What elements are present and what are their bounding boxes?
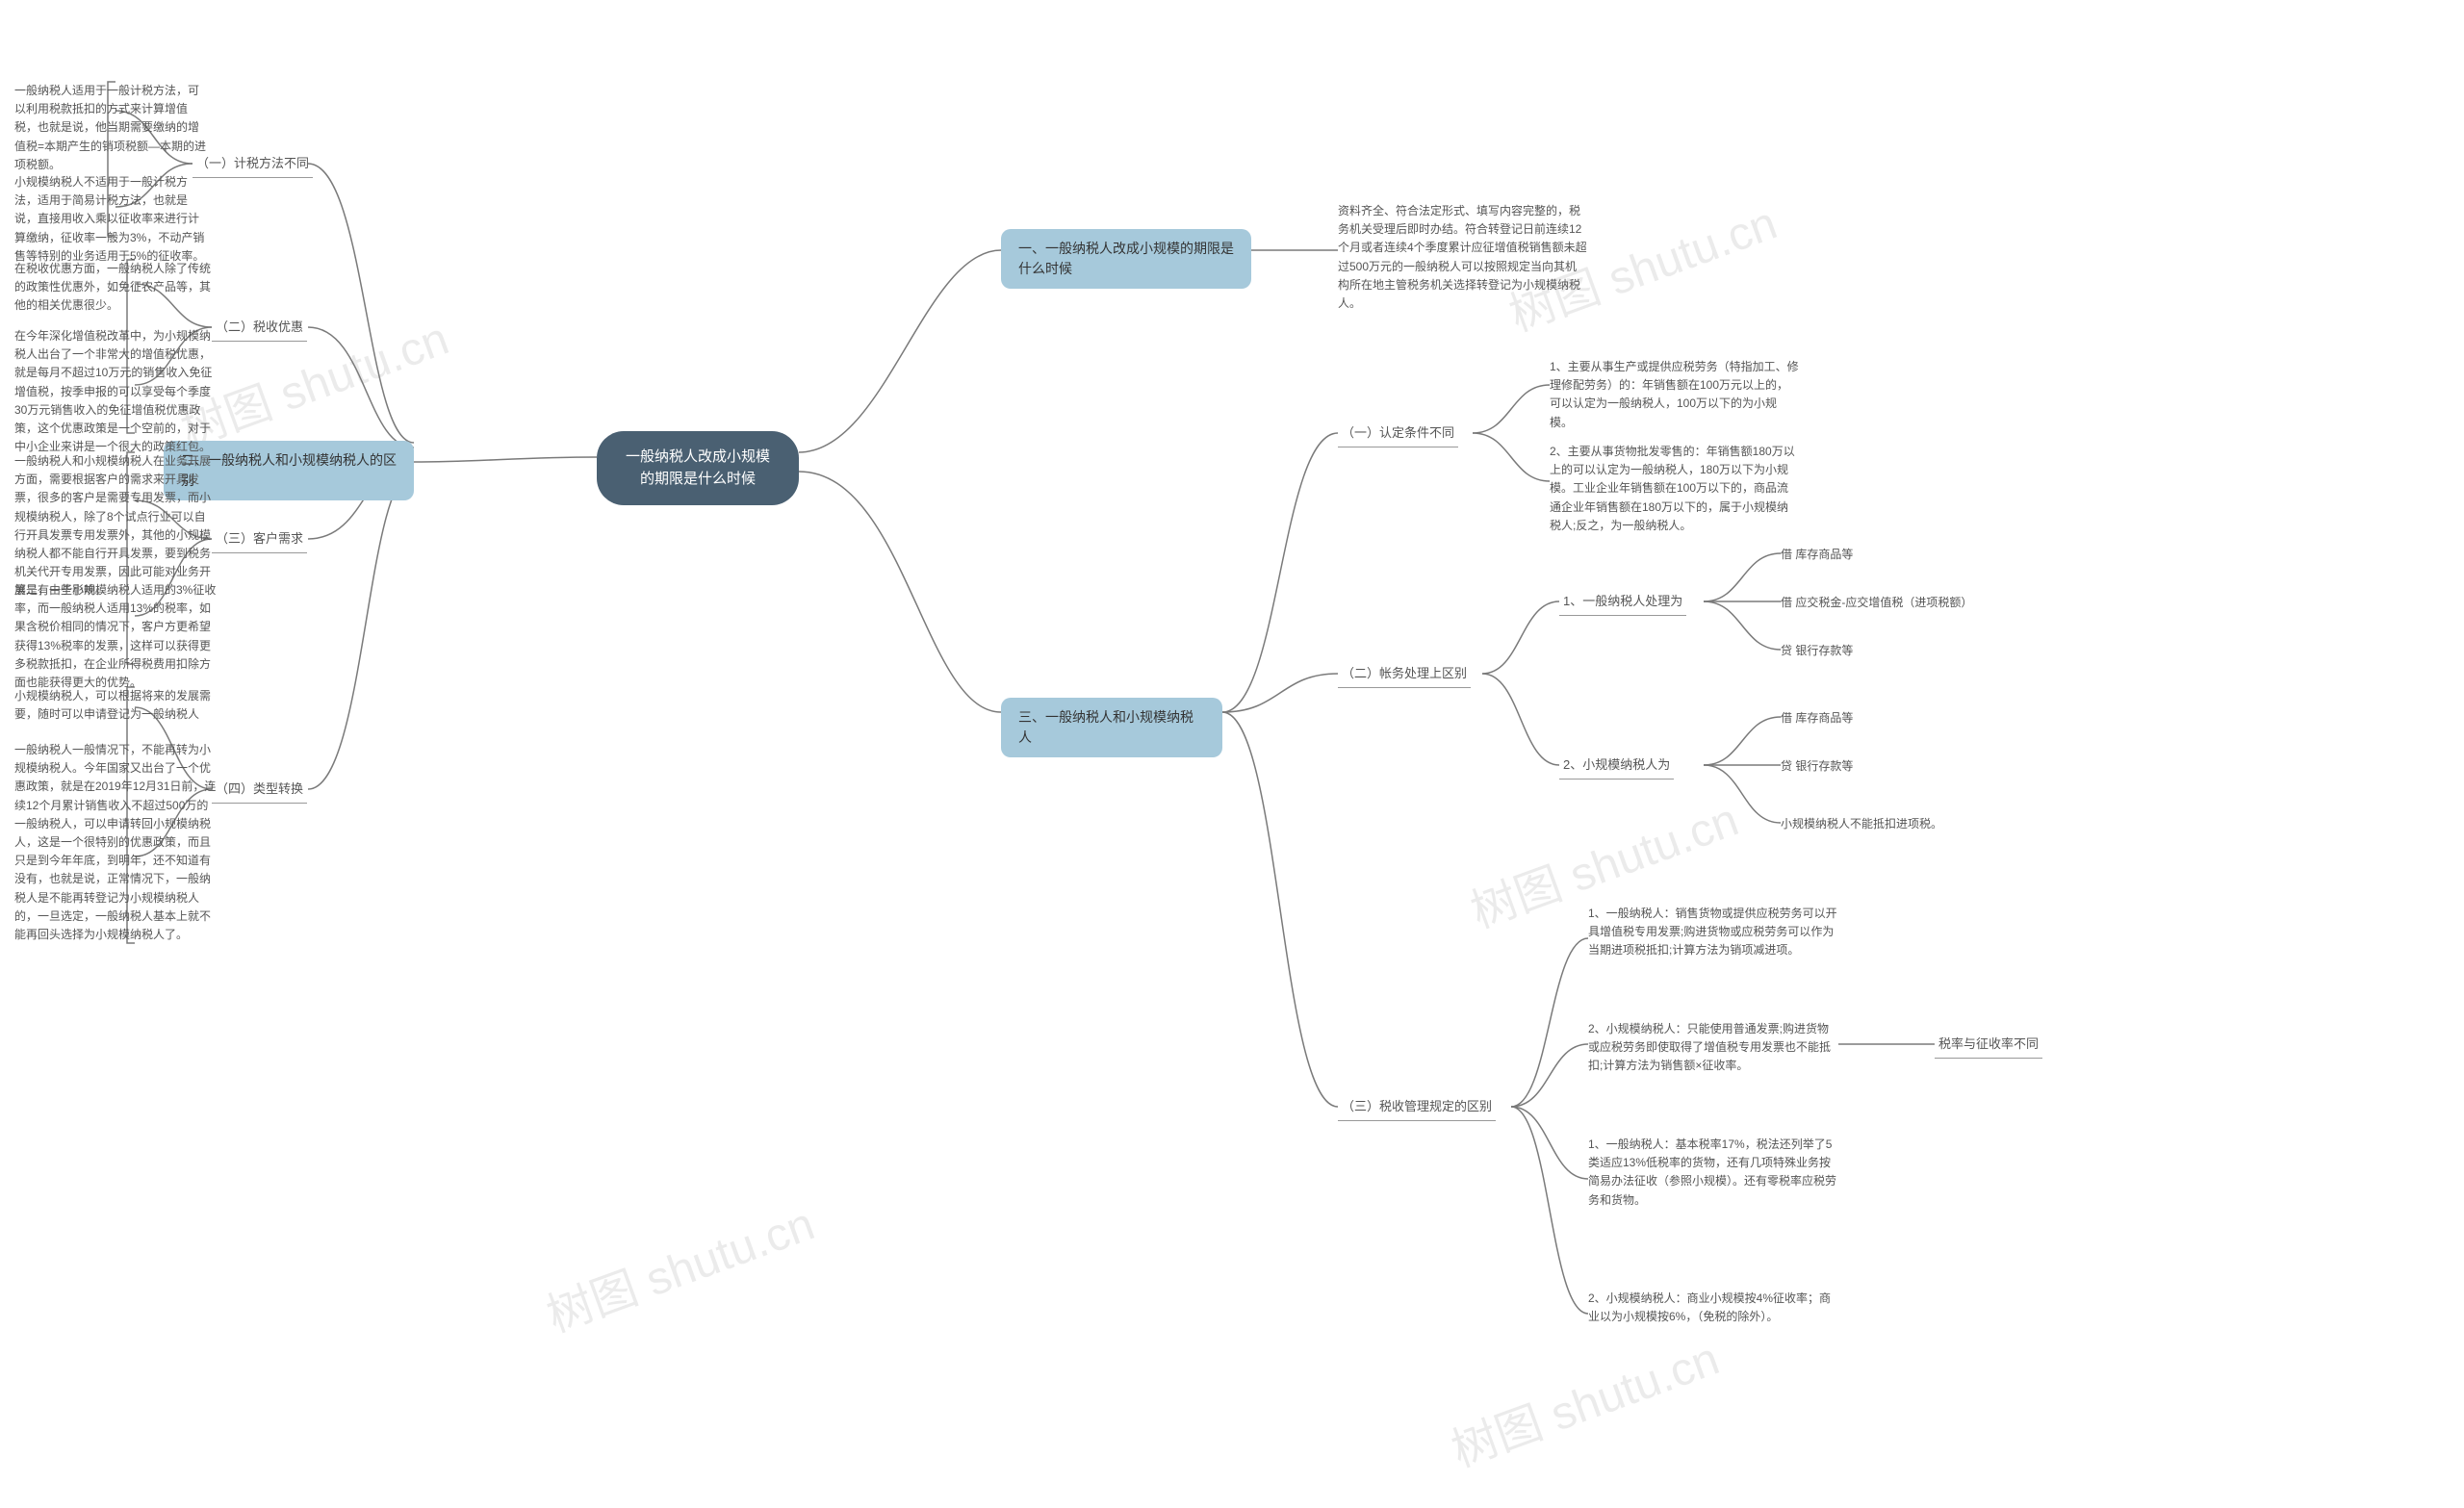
leaf: 小规模纳税人不能抵扣进项税。	[1781, 815, 1973, 833]
leaf: 借 库存商品等	[1781, 546, 1973, 564]
mindmap-root: 一般纳税人改成小规模的期限是什么时候	[597, 431, 799, 505]
leaf: 1、主要从事生产或提供应税劳务（特指加工、修理修配劳务）的：年销售额在100万元…	[1550, 358, 1800, 432]
leaf: 贷 银行存款等	[1781, 757, 1973, 776]
leaf: 借 应交税金-应交增值税（进项税额）	[1781, 594, 2012, 612]
sub-node: （三）税收管理规定的区别	[1338, 1097, 1496, 1121]
leaf: 2、小规模纳税人：只能使用普通发票;购进货物或应税劳务即使取得了增值税专用发票也…	[1588, 1020, 1838, 1076]
leaf: 借 库存商品等	[1781, 709, 1973, 728]
mindmap-connectors	[0, 0, 2464, 1508]
leaf: 资料齐全、符合法定形式、填写内容完整的，税务机关受理后即时办结。符合转登记日前连…	[1338, 202, 1588, 313]
sub-node: （二）税收优惠	[212, 318, 307, 342]
leaf: 小规模纳税人，可以根据将来的发展需要，随时可以申请登记为一般纳税人	[14, 687, 217, 724]
side-label: 税率与征收率不同	[1935, 1035, 2042, 1059]
sub-node: （四）类型转换	[212, 780, 307, 804]
leaf: 贷 银行存款等	[1781, 642, 1973, 660]
leaf: 1、一般纳税人：基本税率17%，税法还列举了5类适应13%低税率的货物，还有几项…	[1588, 1136, 1838, 1210]
leaf: 一般纳税人适用于一般计税方法，可以利用税款抵扣的方式来计算增值税，也就是说，他当…	[14, 82, 207, 174]
sub-node: （一）计税方法不同	[192, 154, 313, 178]
branch-right-2: 三、一般纳税人和小规模纳税人	[1001, 698, 1222, 757]
leaf: 一般纳税人和小规模纳税人在业务开展方面，需要根据客户的需求来开具发票，很多的客户…	[14, 452, 217, 601]
leaf: 小规模纳税人不适用于一般计税方法，适用于简易计税方法，也就是说，直接用收入乘以征…	[14, 173, 207, 266]
branch-right-1: 一、一般纳税人改成小规模的期限是什么时候	[1001, 229, 1251, 289]
leaf: 一般纳税人一般情况下，不能再转为小规模纳税人。今年国家又出台了一个优惠政策，就是…	[14, 741, 217, 944]
leaf: 在今年深化增值税改革中，为小规模纳税人出台了一个非常大的增值税优惠，就是每月不超…	[14, 327, 217, 456]
leaf: 1、一般纳税人：销售货物或提供应税劳务可以开具增值税专用发票;购进货物或应税劳务…	[1588, 905, 1838, 960]
watermark: 树图 shutu.cn	[536, 1186, 822, 1344]
sub-node: （一）认定条件不同	[1338, 423, 1458, 447]
sub-item: 2、小规模纳税人为	[1559, 755, 1674, 780]
sub-item: 1、一般纳税人处理为	[1559, 592, 1686, 616]
leaf: 2、主要从事货物批发零售的：年销售额180万以上的可以认定为一般纳税人，180万…	[1550, 443, 1800, 535]
leaf: 2、小规模纳税人：商业小规模按4%征收率；商业以为小规模按6%，（免税的除外）。	[1588, 1290, 1838, 1326]
leaf: 第二，由于小规模纳税人适用的3%征收率，而一般纳税人适用13%的税率，如果含税价…	[14, 581, 217, 692]
watermark: 树图 shutu.cn	[1441, 1320, 1727, 1479]
sub-node: （二）帐务处理上区别	[1338, 664, 1471, 688]
leaf: 在税收优惠方面，一般纳税人除了传统的政策性优惠外，如免征农产品等，其他的相关优惠…	[14, 260, 217, 316]
sub-node: （三）客户需求	[212, 529, 307, 553]
